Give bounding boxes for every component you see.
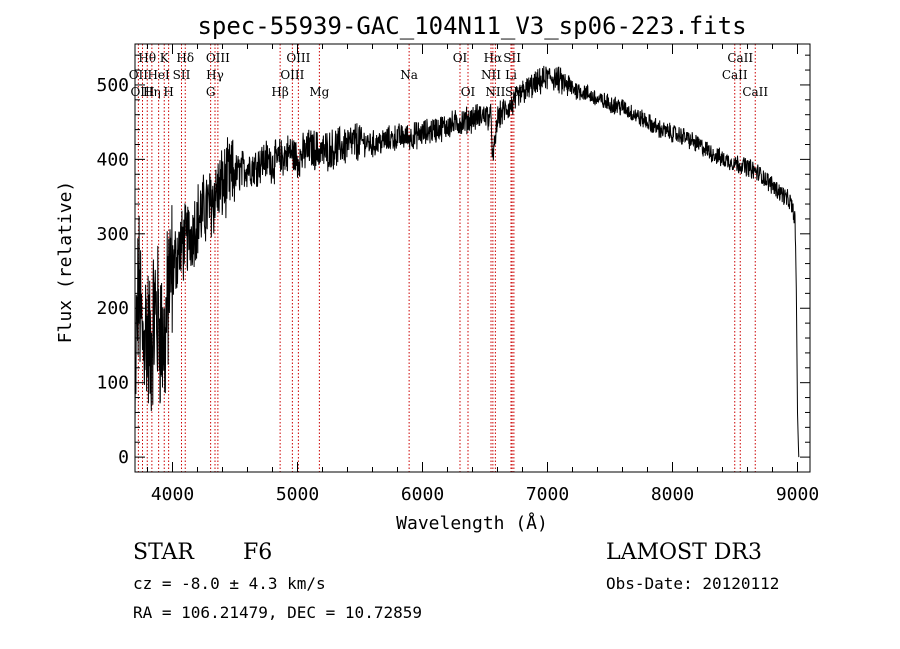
x-tick-label-3: 7000 [526,484,569,505]
survey-name: LAMOST DR3 [606,540,762,565]
spectral-line-label-21: NII [485,85,505,99]
y-tick-label-2: 200 [96,298,129,319]
spectrum-chart: spec-55939-GAC_104N11_V3_sp06-223.fits H… [0,0,900,540]
spectral-line-label-13: OIII [286,51,310,65]
spectral-line-label-14: OIII [280,68,304,82]
spectral-line-label-26: CaII [722,68,748,82]
x-tick-label-1: 5000 [276,484,319,505]
spectral-line-label-0: Hθ [138,51,156,65]
y-axis-label: Flux (relative) [55,181,76,344]
observation-date: Obs-Date: 20120112 [606,574,780,593]
spectral-line-label-7: Hδ [176,51,194,65]
spectral-line-label-5: HeI [147,68,170,82]
spectral-line-label-22: SII [503,51,521,65]
spectral-line-label-9: OIII [206,51,230,65]
x-axis-label: Wavelength (Å) [396,512,548,534]
coordinates-readout: RA = 106.21479, DEC = 10.72859 [133,603,422,622]
plot-axes: 4000 5000 6000 7000 8000 9000 0 100 200 300 400 500 [96,43,819,505]
chart-title: spec-55939-GAC_104N11_V3_sp06-223.fits [197,12,746,40]
spectral-line-label-15: Mg [309,85,329,99]
spectral-line-label-17: OI [453,51,468,65]
spectral-line-label-4: K [160,51,170,65]
spectral-line-label-3: Hη [143,85,161,99]
spectral-line-label-16: Na [400,68,418,82]
spectrum-series [134,65,800,458]
plot-background [0,0,900,540]
y-tick-label-5: 500 [96,75,129,96]
spectral-line-label-10: Hγ [206,68,224,82]
spectral-line-label-12: Hβ [271,85,288,99]
spectral-line-label-2: OIII [130,85,154,99]
spectral-line-label-20: NII [481,68,501,82]
redshift-readout: cz = -8.0 ± 4.3 km/s [133,574,326,593]
spectral-line-label-23: Li [505,68,517,82]
x-tick-label-2: 6000 [401,484,444,505]
spectral-line-label-6: H [163,85,173,99]
x-tick-label-0: 4000 [151,484,194,505]
spectral-line-label-27: CaII [742,85,768,99]
spectral-line-label-8: SII [173,68,191,82]
spectral-line-label-11: G [206,85,216,99]
spectral-line-label-1: OII [129,68,149,82]
x-tick-label-4: 8000 [651,484,694,505]
spectral-line-label-19: Hα [484,51,503,65]
x-tick-label-5: 9000 [776,484,819,505]
spectral-line-label-25: CaII [727,51,753,65]
y-tick-label-1: 100 [96,373,129,394]
spectrum-line [134,65,800,458]
y-tick-label-3: 300 [96,224,129,245]
y-tick-label-4: 400 [96,149,129,170]
object-class: STAR [133,540,194,565]
y-tick-label-0: 0 [118,447,129,468]
spectral-line-label-18: OI [461,85,476,99]
spectral-subclass: F6 [243,540,273,565]
